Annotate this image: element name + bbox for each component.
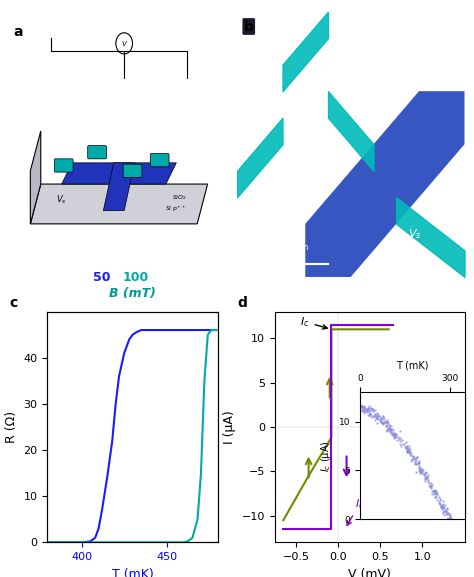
Text: $I_c$: $I_c$ <box>300 315 327 329</box>
FancyBboxPatch shape <box>55 159 73 172</box>
Text: c: c <box>10 296 18 310</box>
Text: b: b <box>244 20 254 33</box>
FancyBboxPatch shape <box>88 145 107 159</box>
Polygon shape <box>103 163 135 211</box>
Y-axis label: I (μA): I (μA) <box>223 410 236 444</box>
Text: $V_s$: $V_s$ <box>67 142 77 155</box>
Polygon shape <box>305 91 465 277</box>
Text: $V_s$: $V_s$ <box>271 42 284 55</box>
Text: $V_s$: $V_s$ <box>119 148 129 161</box>
Polygon shape <box>30 184 208 224</box>
Text: 100: 100 <box>123 271 149 284</box>
Text: d: d <box>237 296 247 310</box>
Polygon shape <box>30 131 41 224</box>
Text: a: a <box>14 25 23 39</box>
Text: B (mT): B (mT) <box>109 287 156 300</box>
Text: $V$: $V$ <box>120 39 128 48</box>
Text: 500 nm: 500 nm <box>279 243 309 252</box>
Y-axis label: R (Ω): R (Ω) <box>5 411 18 443</box>
Text: $V_s$: $V_s$ <box>56 194 67 206</box>
Text: $SiO_2$
$Si\ p^{++}$: $SiO_2$ $Si\ p^{++}$ <box>165 193 187 213</box>
FancyBboxPatch shape <box>123 164 142 178</box>
FancyBboxPatch shape <box>150 153 169 167</box>
Text: 50: 50 <box>93 271 111 284</box>
Text: $V_s$: $V_s$ <box>408 227 421 241</box>
X-axis label: T (mK): T (mK) <box>112 568 154 577</box>
X-axis label: V (mV): V (mV) <box>348 568 391 577</box>
Text: $I_c$: $I_c$ <box>347 497 365 525</box>
Polygon shape <box>62 163 176 184</box>
